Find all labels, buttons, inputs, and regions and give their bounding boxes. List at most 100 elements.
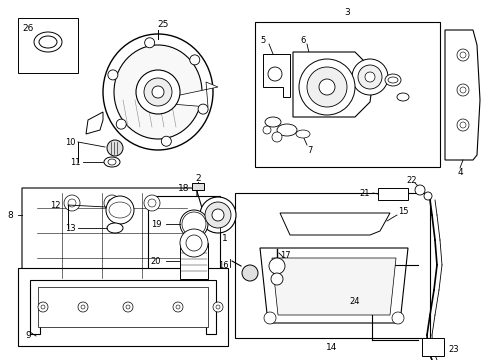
Circle shape [216, 305, 220, 309]
Circle shape [457, 49, 469, 61]
Circle shape [81, 305, 85, 309]
Circle shape [268, 67, 282, 81]
Ellipse shape [112, 204, 128, 216]
Circle shape [182, 212, 206, 236]
Ellipse shape [115, 206, 125, 214]
Text: 25: 25 [157, 19, 169, 28]
Text: 10: 10 [65, 138, 75, 147]
Text: 18: 18 [178, 184, 190, 193]
Circle shape [358, 65, 382, 89]
Polygon shape [86, 112, 103, 134]
Ellipse shape [39, 36, 57, 48]
Polygon shape [260, 248, 408, 323]
Bar [235, 193, 430, 338]
Text: 1: 1 [222, 234, 228, 243]
Circle shape [106, 196, 134, 224]
Circle shape [415, 185, 425, 195]
Circle shape [457, 84, 469, 96]
Circle shape [200, 197, 236, 233]
Ellipse shape [265, 117, 281, 127]
Text: 16: 16 [218, 261, 228, 270]
Bar [18, 268, 228, 346]
Circle shape [144, 78, 172, 106]
Circle shape [107, 140, 123, 156]
Circle shape [41, 305, 45, 309]
Bar [148, 196, 220, 284]
Ellipse shape [108, 159, 116, 165]
Polygon shape [30, 280, 216, 334]
Text: 2: 2 [195, 174, 201, 183]
Circle shape [38, 302, 48, 312]
Circle shape [460, 87, 466, 93]
Ellipse shape [34, 32, 62, 52]
Text: 22: 22 [407, 176, 417, 185]
Text: 21: 21 [360, 189, 370, 198]
Circle shape [180, 229, 208, 257]
Ellipse shape [109, 202, 131, 218]
Text: 23: 23 [448, 346, 459, 355]
Ellipse shape [104, 157, 120, 167]
Circle shape [123, 302, 133, 312]
Ellipse shape [388, 77, 398, 83]
Circle shape [271, 273, 283, 285]
Circle shape [205, 202, 231, 228]
Circle shape [185, 215, 203, 233]
Polygon shape [147, 82, 218, 107]
Circle shape [188, 218, 200, 230]
Circle shape [145, 38, 155, 48]
Bar [422, 338, 444, 356]
Circle shape [190, 55, 200, 65]
Bar [18, 18, 78, 73]
Circle shape [263, 126, 271, 134]
Circle shape [136, 70, 180, 114]
Text: 13: 13 [65, 224, 75, 233]
Polygon shape [280, 213, 390, 235]
Circle shape [108, 70, 118, 80]
Circle shape [78, 302, 88, 312]
Ellipse shape [385, 74, 401, 86]
Text: 5: 5 [260, 36, 266, 45]
Ellipse shape [296, 130, 310, 138]
Bar [255, 22, 440, 167]
Circle shape [212, 209, 224, 221]
Ellipse shape [103, 34, 213, 150]
Circle shape [104, 195, 120, 211]
Circle shape [198, 104, 208, 114]
Bar [378, 188, 408, 200]
Text: 8: 8 [7, 211, 13, 220]
Circle shape [272, 132, 282, 142]
Circle shape [319, 79, 335, 95]
Text: 12: 12 [50, 201, 60, 210]
Polygon shape [445, 30, 480, 160]
Circle shape [126, 305, 130, 309]
Ellipse shape [107, 223, 123, 233]
Circle shape [392, 312, 404, 324]
Circle shape [299, 59, 355, 115]
Ellipse shape [397, 93, 409, 101]
Text: 6: 6 [300, 36, 306, 45]
Text: 24: 24 [349, 297, 360, 306]
Text: 17: 17 [280, 251, 290, 260]
Circle shape [352, 59, 388, 95]
Text: 3: 3 [344, 8, 350, 17]
Text: 14: 14 [326, 343, 338, 352]
Text: 15: 15 [398, 207, 408, 216]
Text: 26: 26 [23, 23, 34, 32]
Circle shape [161, 136, 172, 146]
Text: 7: 7 [307, 145, 313, 154]
Circle shape [108, 199, 116, 207]
Text: 9: 9 [25, 332, 31, 341]
Circle shape [116, 119, 126, 129]
Circle shape [64, 195, 80, 211]
Circle shape [152, 86, 164, 98]
Circle shape [365, 72, 375, 82]
Circle shape [176, 305, 180, 309]
Circle shape [148, 199, 156, 207]
Polygon shape [263, 54, 290, 97]
Circle shape [457, 119, 469, 131]
Circle shape [180, 210, 208, 238]
Ellipse shape [277, 124, 297, 136]
Circle shape [173, 302, 183, 312]
Circle shape [242, 265, 258, 281]
Text: 20: 20 [151, 256, 161, 266]
